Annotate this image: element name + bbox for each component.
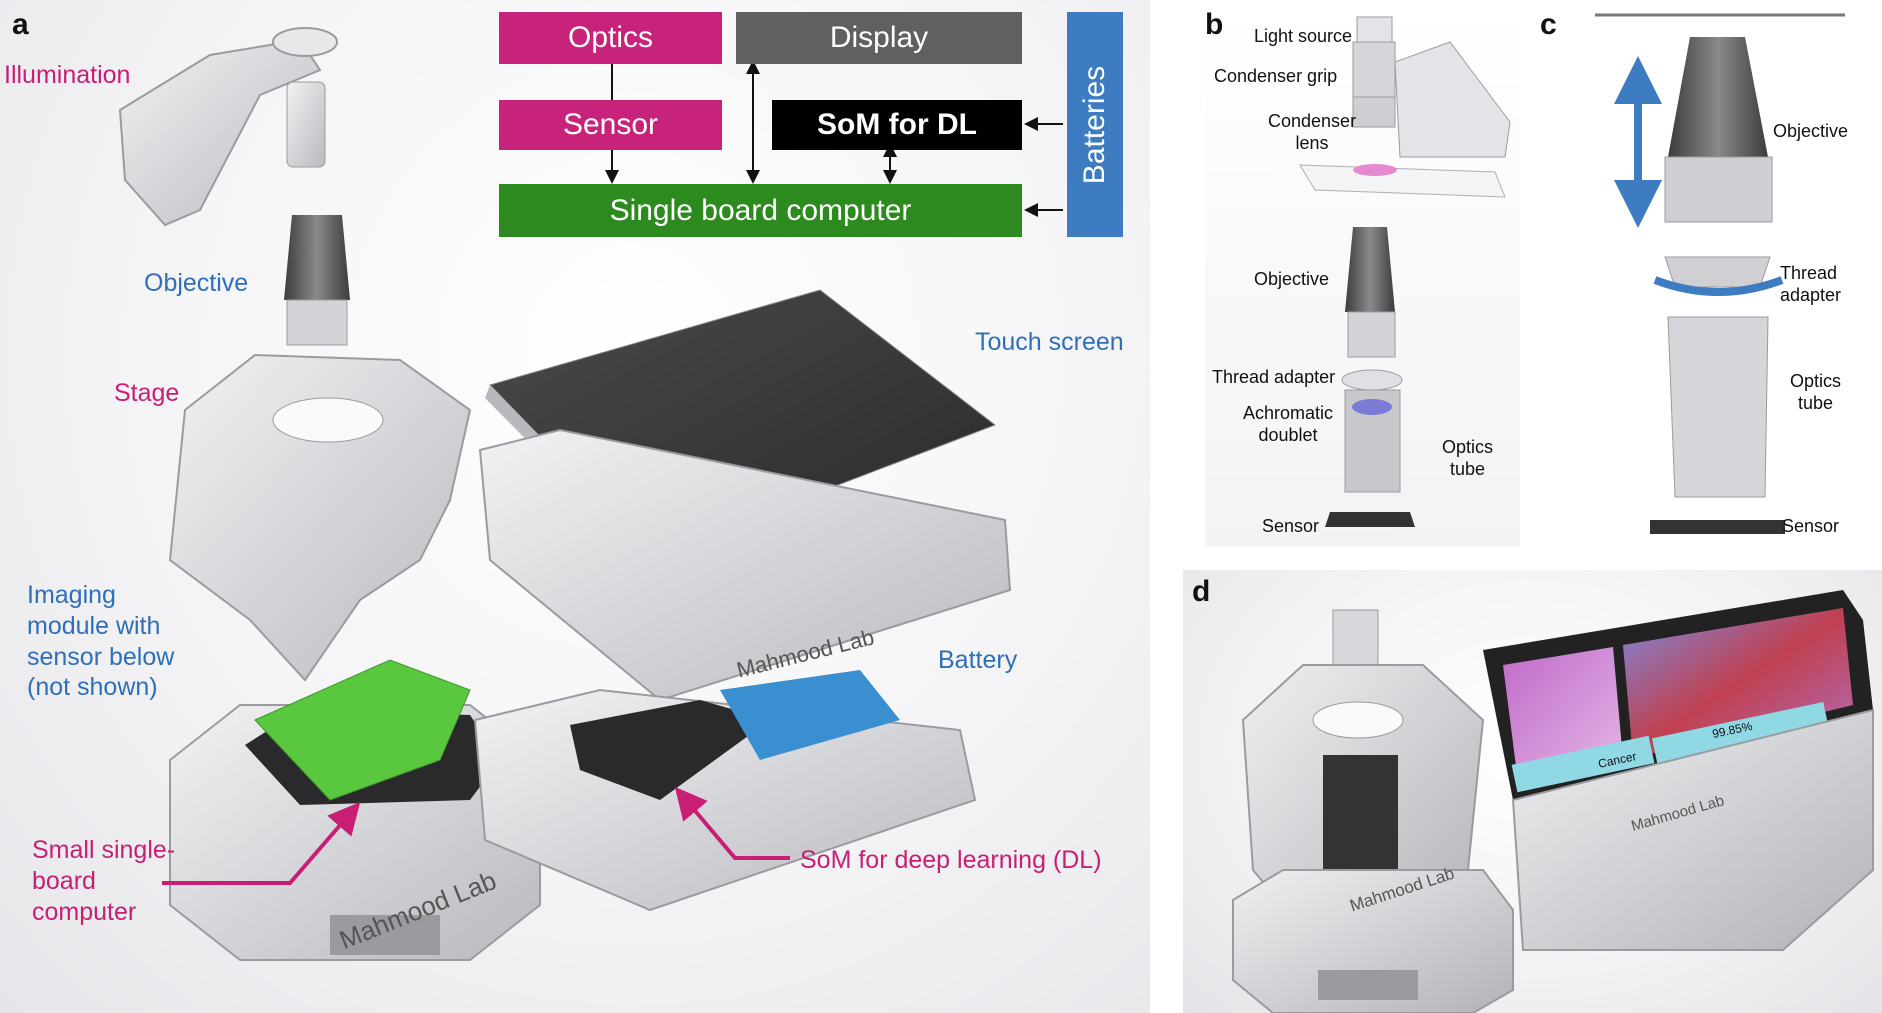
imaging-module-label: Imaging module with sensor below (not sh… xyxy=(27,581,175,702)
optics-tube-label-b: Optics tube xyxy=(1442,437,1494,480)
som-dl-label: SoM for deep learning (DL) xyxy=(800,846,1102,874)
sbc-pointer xyxy=(162,801,361,885)
battery-label: Battery xyxy=(938,646,1018,674)
objective-part xyxy=(284,215,350,346)
panel-a xyxy=(0,0,1150,1013)
panel-b-illustration xyxy=(1299,16,1511,527)
panel-d-illustration xyxy=(1232,590,1874,1013)
batteries-box: Batteries xyxy=(1067,12,1123,237)
achromatic-doublet-label: Achromatic doublet xyxy=(1243,403,1334,446)
som-box: SoM for DL xyxy=(772,100,1022,150)
panel-c-illustration xyxy=(1595,13,1845,534)
objective-label-b: Objective xyxy=(1254,269,1330,289)
panel-letter-a: a xyxy=(12,8,29,41)
panel-b xyxy=(1205,12,1520,547)
panel-letter-d: d xyxy=(1192,575,1211,608)
thread-adapter-label-b: Thread adapter xyxy=(1212,367,1336,387)
touch-screen-label: Touch screen xyxy=(975,328,1124,356)
condenser-grip-label: Condenser grip xyxy=(1214,66,1338,86)
sensor-label-c: Sensor xyxy=(1782,516,1840,536)
sbc-box: Single board computer xyxy=(499,184,1022,237)
display-box: Display xyxy=(736,12,1022,64)
som-pointer xyxy=(674,786,790,860)
thread-adapter-label-c: Thread adapter xyxy=(1780,263,1842,306)
stage-part xyxy=(168,353,472,682)
batteries-label: Batteries xyxy=(1078,65,1111,184)
objective-label-a: Objective xyxy=(144,269,249,297)
illumination-arm xyxy=(118,27,338,227)
panel-d xyxy=(1183,570,1882,1013)
panel-a-illustration xyxy=(118,27,1012,961)
optics-tube-label-c: Optics tube xyxy=(1790,371,1842,414)
condenser-lens-label: Condenser lens xyxy=(1268,111,1357,154)
light-source-label: Light source xyxy=(1254,26,1353,46)
lower-enclosure xyxy=(473,670,977,912)
stage-label: Stage xyxy=(114,379,180,407)
pointer-arrows xyxy=(162,60,1063,885)
panel-c xyxy=(1550,12,1882,547)
panel-letter-c: c xyxy=(1540,8,1557,41)
panel-letter-b: b xyxy=(1205,8,1224,41)
sensor-label-b: Sensor xyxy=(1262,516,1320,536)
objective-label-c: Objective xyxy=(1773,121,1849,141)
small-sbc-label: Small single- board computer xyxy=(32,836,176,926)
upper-enclosure xyxy=(478,428,1012,702)
sensor-box: Sensor xyxy=(499,100,722,150)
optics-box: Optics xyxy=(499,12,722,64)
illumination-label: Illumination xyxy=(4,61,131,89)
